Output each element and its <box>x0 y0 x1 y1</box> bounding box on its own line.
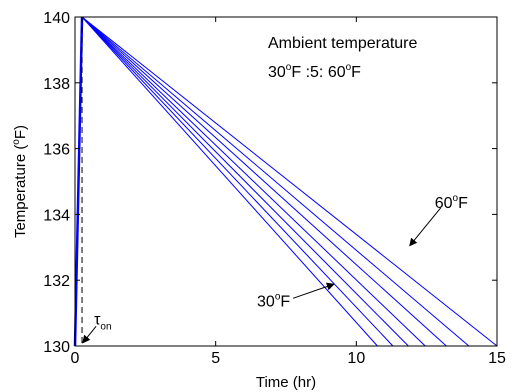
x-tick-label: 0 <box>71 350 80 367</box>
axes-box <box>74 16 498 347</box>
y-tick-label: 130 <box>43 339 70 356</box>
annotation-title-line1: Ambient temperature <box>268 35 418 52</box>
series-line-30f <box>81 16 378 347</box>
label-60f: 60oF <box>435 193 468 212</box>
arrow-60f <box>409 207 442 247</box>
series-line-55f <box>81 16 470 347</box>
series-line-50f <box>81 16 447 347</box>
plot-lines <box>73 16 498 347</box>
y-axis-label: Temperature (oF) <box>11 125 29 238</box>
series-line-35f <box>81 16 394 347</box>
x-axis-label: Time (hr) <box>256 374 316 391</box>
arrow-tau-on <box>82 325 97 344</box>
ticks: 0 5 10 15 130 132 134 136 138 140 <box>43 10 506 367</box>
y-tick-label: 138 <box>43 76 70 93</box>
x-tick-label: 5 <box>211 350 220 367</box>
series-line-40f <box>81 16 409 347</box>
y-tick-label: 132 <box>43 273 70 290</box>
x-tick-label: 15 <box>488 350 506 367</box>
y-tick-label: 134 <box>43 207 70 224</box>
y-tick-label: 136 <box>43 142 70 159</box>
label-30f: 30oF <box>257 291 290 310</box>
annotation-title-line2: 30oF :5: 60oF <box>268 62 361 81</box>
series-line-45f <box>81 16 426 347</box>
arrow-30f <box>292 282 335 299</box>
x-tick-label: 10 <box>347 350 365 367</box>
label-tau-on: τon <box>94 311 111 332</box>
heating-line <box>73 16 84 347</box>
series-line-60f <box>81 16 498 347</box>
y-tick-label: 140 <box>43 10 70 27</box>
